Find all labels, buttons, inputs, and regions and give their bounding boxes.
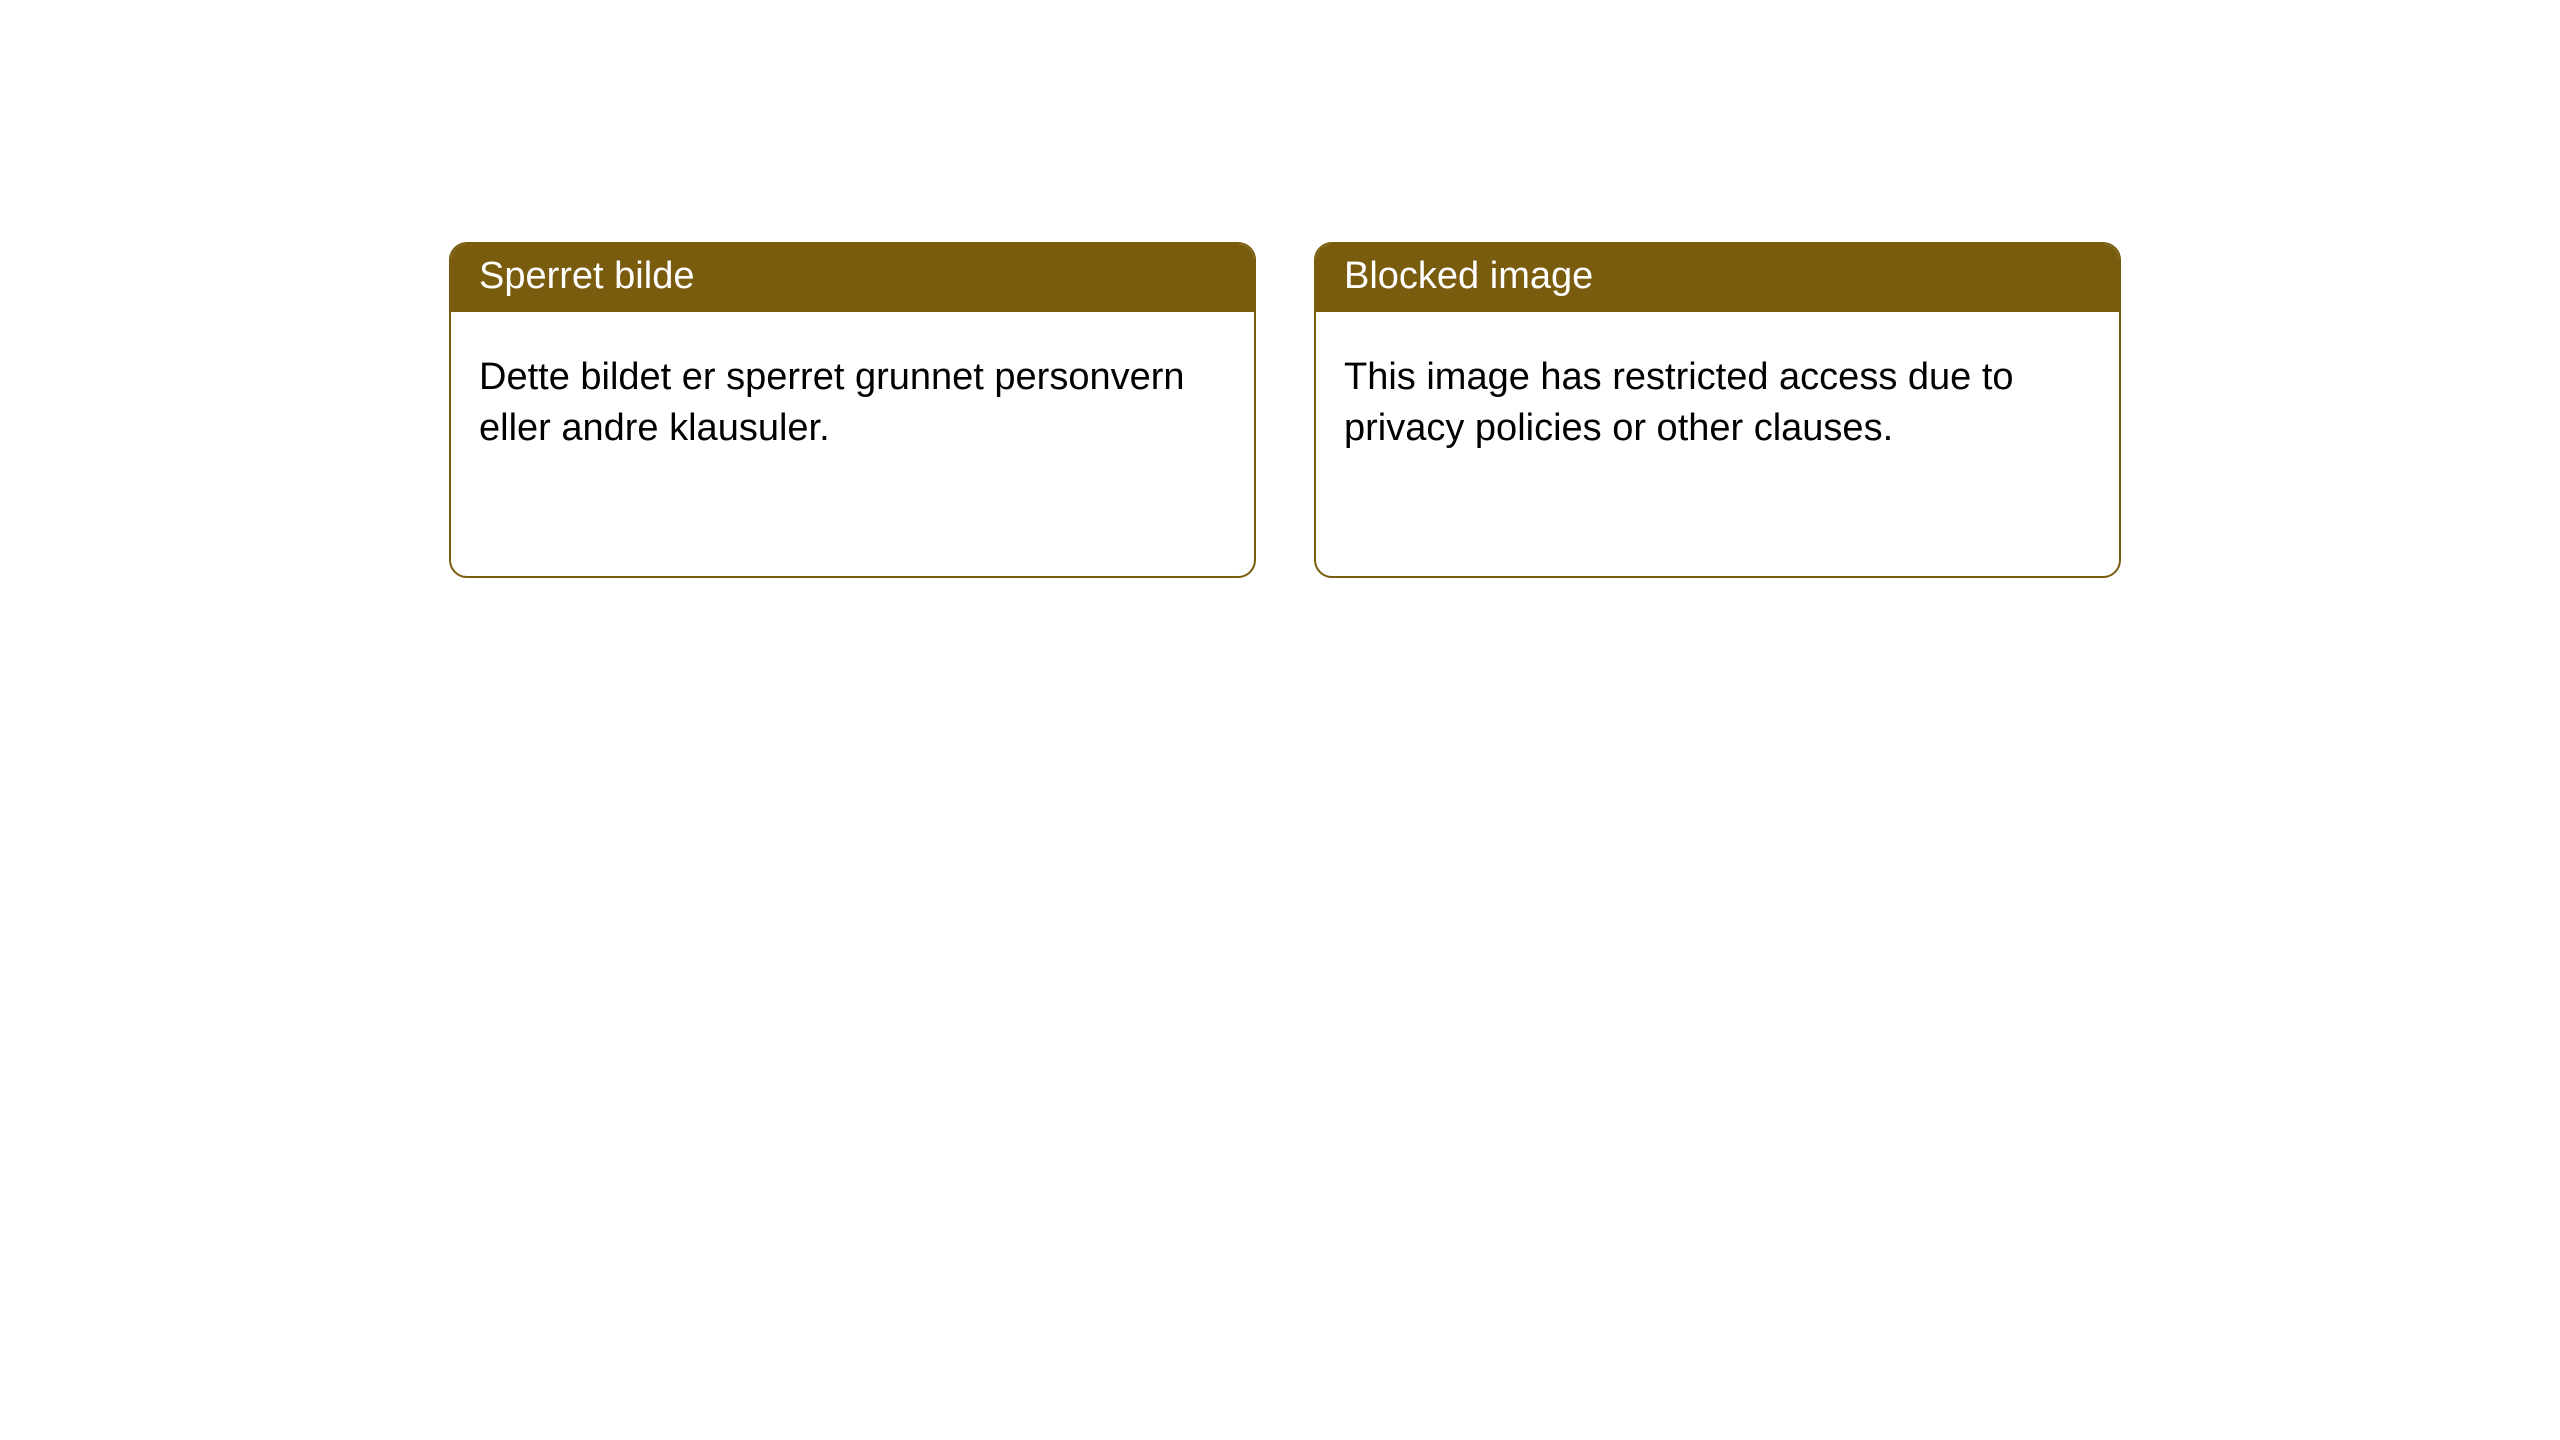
- notice-body: Dette bildet er sperret grunnet personve…: [451, 312, 1254, 483]
- notice-header: Blocked image: [1316, 244, 2119, 312]
- notice-header: Sperret bilde: [451, 244, 1254, 312]
- notice-container: Sperret bilde Dette bildet er sperret gr…: [0, 0, 2560, 578]
- notice-card-norwegian: Sperret bilde Dette bildet er sperret gr…: [449, 242, 1256, 578]
- notice-card-english: Blocked image This image has restricted …: [1314, 242, 2121, 578]
- notice-body: This image has restricted access due to …: [1316, 312, 2119, 483]
